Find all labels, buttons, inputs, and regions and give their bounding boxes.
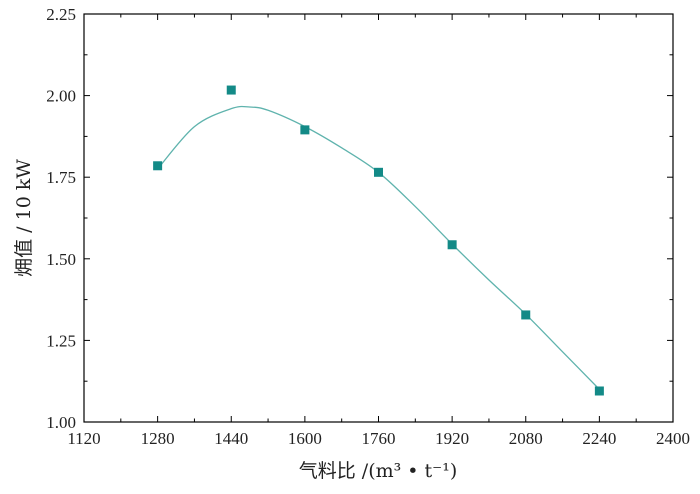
y-axis-label: 㶲值 / 10 kW [13, 159, 35, 277]
y-tick-label: 1.00 [46, 413, 76, 432]
x-tick-label: 1920 [435, 429, 469, 448]
x-tick-labels: 1120 1280 1440 1600 1760 1920 2080 2240 2400 [67, 429, 690, 448]
y-tick-label: 2.00 [46, 87, 76, 106]
x-tick-label: 2400 [656, 429, 690, 448]
axis-ticks [83, 13, 674, 423]
plot-area [83, 13, 674, 423]
y-tick-label: 2.25 [46, 5, 76, 24]
y-tick-labels: 1.00 1.25 1.50 1.75 2.00 2.25 [46, 5, 76, 432]
data-points [153, 85, 604, 396]
y-tick-label: 1.25 [46, 331, 76, 350]
x-tick-label: 2080 [509, 429, 543, 448]
y-tick-label: 1.75 [46, 168, 76, 187]
x-axis-label: 气料比 /(m³ • t⁻¹) [299, 460, 457, 482]
x-tick-label: 1440 [214, 429, 248, 448]
data-point [594, 386, 604, 396]
x-tick-label: 1280 [141, 429, 175, 448]
x-tick-label: 1600 [288, 429, 322, 448]
data-point [226, 85, 236, 95]
x-tick-label: 2240 [582, 429, 616, 448]
data-point [521, 310, 531, 320]
x-tick-label: 1120 [67, 429, 100, 448]
data-point [153, 161, 163, 171]
data-point [374, 167, 383, 177]
data-point [447, 240, 457, 250]
y-tick-label: 1.50 [46, 250, 76, 269]
data-point [300, 125, 310, 135]
x-tick-label: 1760 [362, 429, 396, 448]
